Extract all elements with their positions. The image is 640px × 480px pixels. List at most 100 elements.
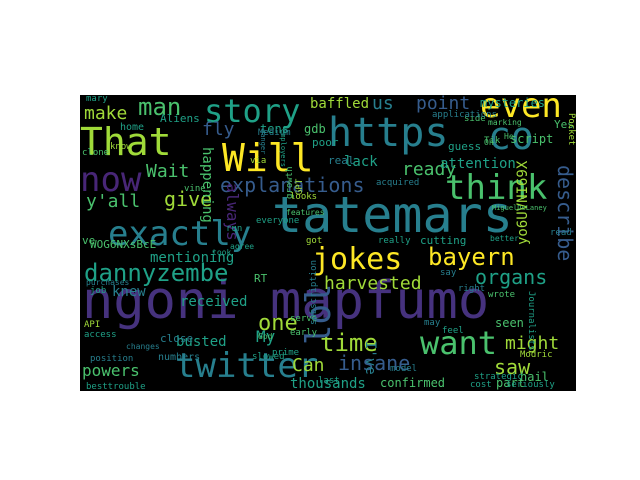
word-serve: serve	[290, 314, 318, 324]
word-features: features	[286, 208, 325, 217]
word-aliens: Aliens	[160, 112, 200, 125]
word-right: right	[458, 284, 486, 294]
word-that: That	[80, 120, 172, 164]
word-organs: organs	[475, 265, 548, 289]
word-via: via	[250, 156, 267, 166]
word-story: story	[204, 95, 301, 130]
word-numbers: numbers	[158, 352, 201, 363]
word-thousands: thousands	[290, 376, 366, 391]
word-baffled: baffled	[310, 96, 370, 112]
word-changes: changes	[126, 342, 160, 351]
word-wrote: wrote	[488, 290, 516, 300]
word-prime: prime	[272, 348, 300, 358]
word-received: received	[180, 294, 248, 310]
word-he: He	[504, 132, 514, 141]
word-got: got	[306, 236, 323, 246]
word-yo6: yo6UVNI69X	[515, 160, 531, 245]
word-ngoni: ngoni	[82, 271, 239, 331]
word-employers: employers	[279, 129, 287, 167]
word-marking: marking	[488, 118, 522, 127]
word-cutting: cutting	[420, 234, 467, 247]
word-will: Will	[222, 136, 314, 180]
word-cost: cost	[470, 380, 492, 390]
word-yes: Yes	[554, 118, 574, 131]
word-may: may	[424, 318, 441, 328]
word-busted: busted	[176, 334, 227, 350]
word-really: really	[378, 236, 411, 246]
word-model: model	[390, 364, 418, 374]
word-can: Can	[292, 355, 325, 376]
word-seen: seen	[495, 316, 524, 330]
word-point: point	[416, 95, 471, 114]
word-api: API	[84, 320, 101, 330]
word-even: even	[480, 95, 562, 126]
word-want: want	[420, 324, 498, 362]
word-subscription: subscription	[309, 259, 319, 325]
word-run: run	[226, 224, 243, 234]
word-agree: agree	[230, 242, 255, 251]
word-describe: describe	[553, 165, 576, 262]
word-position: position	[90, 354, 134, 364]
word-ready: ready	[402, 159, 457, 180]
word-dannyzembe: dannyzembe	[84, 259, 229, 287]
word-feel: feel	[442, 326, 464, 336]
word-pocket: Pocket	[566, 113, 576, 146]
word-cloud: ngoni mapfumo tatemars https co That Wil…	[80, 95, 576, 391]
word-besttrouble: besttrouble	[86, 382, 146, 392]
word-close: close	[160, 332, 194, 345]
word-mentioning: mentioning	[150, 250, 235, 266]
word-might: might	[505, 333, 560, 354]
word-mapfumo: mapfumo	[270, 271, 490, 331]
word-access: access	[84, 330, 117, 340]
word-applications: applications	[432, 110, 498, 120]
word-say: say	[440, 268, 457, 278]
word-wait: Wait	[146, 161, 190, 182]
word-tens: tens	[260, 122, 289, 136]
word-better: better	[490, 234, 519, 243]
word-my: My	[256, 327, 276, 346]
word-give: give	[164, 187, 213, 211]
word-god: God	[258, 332, 273, 341]
word-fly: fly	[202, 119, 235, 140]
word-took: took	[212, 248, 232, 257]
word-powers: powers	[82, 361, 140, 380]
word-part: part	[496, 376, 525, 390]
word-home: home	[120, 122, 145, 133]
word-explanations: explanations	[220, 173, 365, 197]
word-purchases: purchases	[86, 278, 130, 287]
word-acquired: acquired	[376, 178, 420, 188]
word-lack: lack	[344, 154, 378, 170]
word-man: man	[138, 95, 182, 121]
word-us: us	[372, 95, 394, 114]
word-https: https	[328, 110, 449, 156]
word-migueldelaney: MiguelDeLaney	[492, 204, 547, 212]
word-danger: danger	[259, 129, 267, 155]
word-jokes: jokes	[312, 242, 403, 277]
word-tatemars: tatemars	[272, 186, 513, 244]
word-vine: vine	[184, 184, 206, 194]
word-co: co	[488, 114, 534, 158]
word-everyone: everyone	[256, 216, 300, 226]
word-think: think	[445, 168, 548, 208]
word-yall: y'all	[86, 191, 141, 212]
word-seriously: seriously	[506, 380, 555, 390]
word-oh: Oh	[484, 138, 494, 147]
word-read: read	[550, 228, 572, 238]
word-script: script	[510, 132, 554, 146]
word-tik: Tik	[484, 136, 501, 146]
word-guess: guess	[448, 140, 482, 153]
word-modric: Modric	[520, 350, 553, 360]
word-now: now	[80, 160, 142, 200]
word-rt: RT	[254, 272, 268, 285]
word-saw: saw	[494, 355, 531, 379]
word-bayern: bayern	[428, 243, 515, 271]
word-side: side	[464, 114, 486, 124]
word-ve: ve	[82, 234, 96, 247]
word-mysteries: mysteries	[480, 96, 546, 110]
word-confirmed: confirmed	[380, 376, 446, 390]
word-time: time	[320, 329, 378, 357]
word-ive: I've	[362, 341, 378, 375]
word-slowed: slowed	[252, 352, 285, 362]
word-last: last	[318, 376, 340, 386]
word-make: make	[84, 103, 128, 124]
